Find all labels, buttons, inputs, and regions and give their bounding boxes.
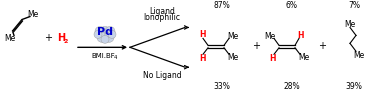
Text: Pd: Pd — [97, 27, 113, 37]
Text: H: H — [199, 54, 205, 63]
Circle shape — [105, 27, 115, 36]
Text: No Ligand: No Ligand — [143, 71, 181, 80]
Circle shape — [101, 35, 109, 43]
Circle shape — [94, 30, 102, 38]
Text: 33%: 33% — [214, 82, 231, 91]
Text: BMI.BF: BMI.BF — [91, 53, 115, 59]
Text: 7%: 7% — [348, 1, 360, 10]
Text: +: + — [44, 33, 52, 43]
Text: Me: Me — [353, 51, 365, 60]
Text: Me: Me — [5, 34, 15, 43]
Text: H: H — [57, 33, 65, 43]
Text: H: H — [270, 54, 276, 63]
Text: Me: Me — [228, 32, 239, 41]
Circle shape — [95, 27, 105, 36]
Circle shape — [108, 30, 116, 38]
Text: Ligand: Ligand — [149, 7, 175, 16]
Text: +: + — [318, 41, 326, 51]
Text: Me: Me — [298, 53, 310, 62]
Text: 4: 4 — [114, 55, 118, 60]
Text: Ionophilic: Ionophilic — [144, 13, 181, 22]
Circle shape — [98, 27, 112, 40]
Text: H: H — [199, 30, 205, 39]
Text: H: H — [298, 31, 304, 40]
Text: +: + — [252, 41, 260, 51]
Text: Me: Me — [228, 53, 239, 62]
Text: 39%: 39% — [345, 82, 363, 91]
Text: 2: 2 — [63, 39, 67, 44]
Circle shape — [97, 32, 107, 42]
Circle shape — [104, 32, 114, 42]
Text: 6%: 6% — [286, 1, 298, 10]
Text: 87%: 87% — [214, 1, 230, 10]
Text: 28%: 28% — [284, 82, 300, 91]
Text: Me: Me — [27, 10, 39, 19]
Text: Me: Me — [264, 32, 276, 41]
Text: Me: Me — [344, 20, 356, 29]
